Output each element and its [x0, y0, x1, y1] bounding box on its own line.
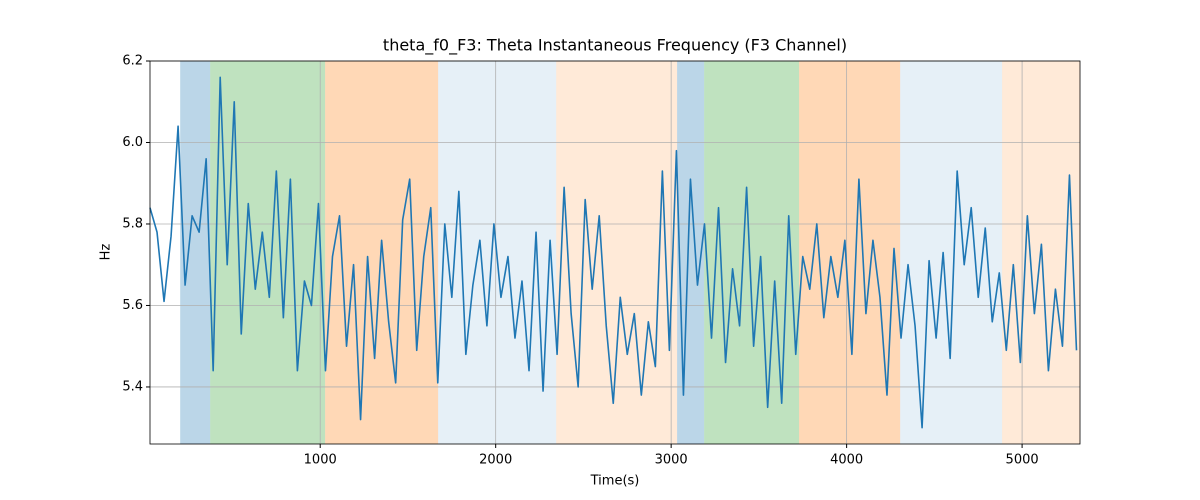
shaded-span	[556, 61, 678, 444]
x-axis-label: Time(s)	[590, 474, 640, 489]
x-tick-label: 2000	[479, 453, 512, 468]
shaded-span	[900, 61, 1003, 444]
y-axis-label: Hz	[99, 244, 114, 261]
shaded-span	[677, 61, 705, 444]
y-tick-label: 6.0	[122, 135, 143, 150]
data-line	[149, 76, 1078, 429]
x-tick-label: 3000	[655, 453, 688, 468]
shaded-span	[180, 61, 211, 444]
y-tick-label: 6.2	[122, 54, 143, 69]
shaded-span	[210, 61, 326, 444]
y-tick-label: 5.8	[122, 216, 143, 231]
shaded-span	[799, 61, 901, 444]
y-tick-label: 5.4	[122, 379, 143, 394]
x-tick-label: 1000	[304, 453, 337, 468]
x-tick-label: 4000	[830, 453, 863, 468]
chart-title: theta_f0_F3: Theta Instantaneous Frequen…	[383, 36, 847, 56]
y-tick-label: 5.6	[122, 298, 143, 313]
plot-frame	[149, 60, 1081, 445]
shaded-span	[704, 61, 800, 444]
x-tick-label: 5000	[1006, 453, 1039, 468]
